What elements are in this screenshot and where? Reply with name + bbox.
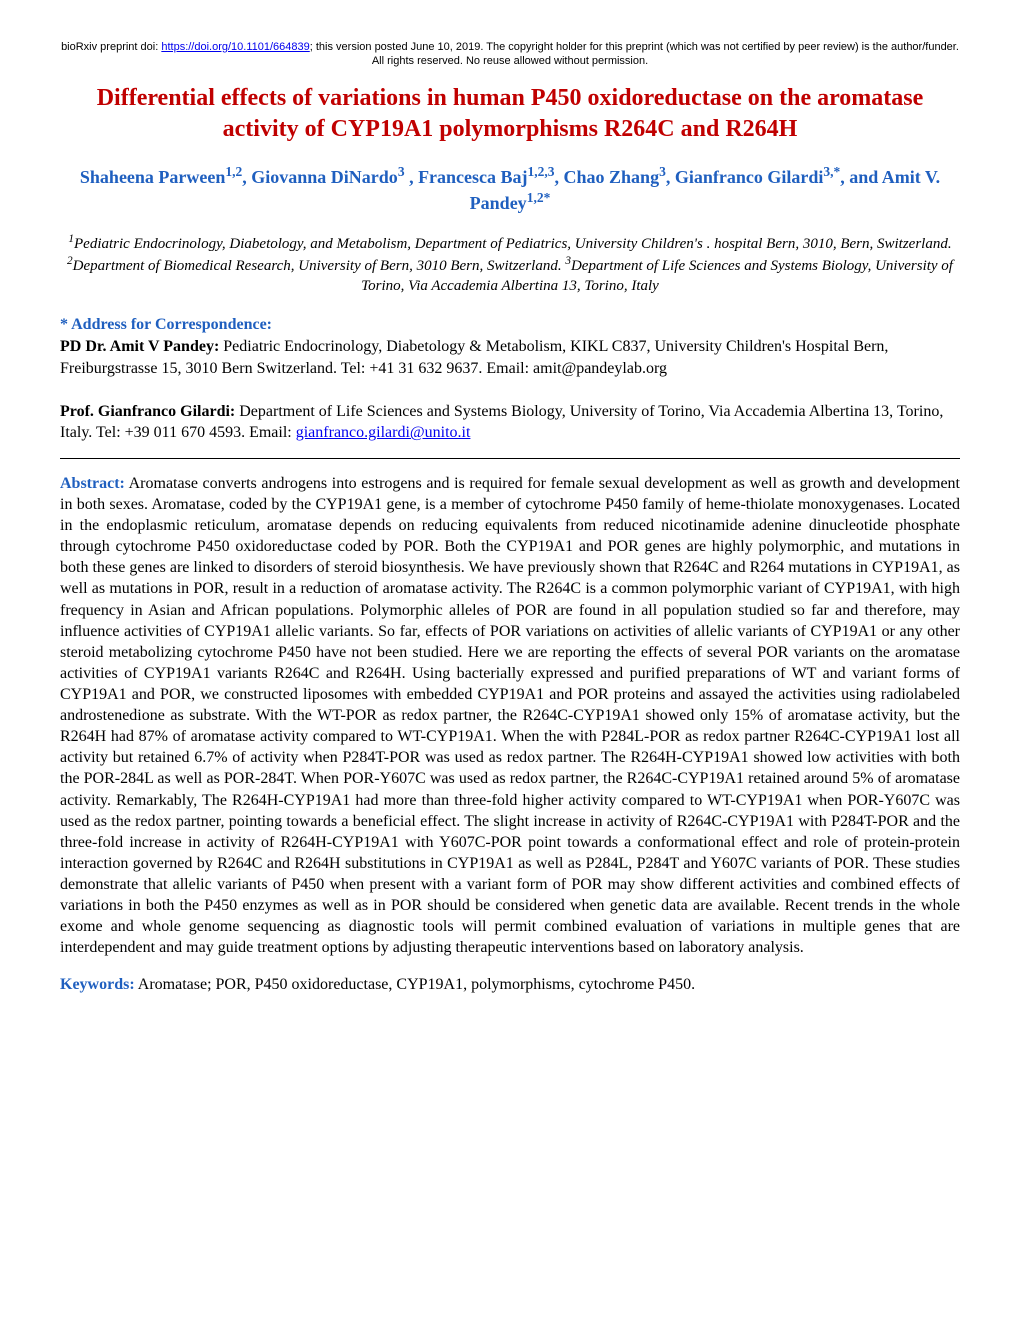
- correspondence-2: Prof. Gianfranco Gilardi: Department of …: [60, 401, 960, 444]
- authors: Shaheena Parween1,2, Giovanna DiNardo3 ,…: [60, 163, 960, 216]
- keywords-text: Aromatase; POR, P450 oxidoreductase, CYP…: [135, 976, 695, 993]
- preprint-doi-link[interactable]: https://doi.org/10.1101/664839: [161, 41, 309, 53]
- correspondence-block: * Address for Correspondence: PD Dr. Ami…: [60, 314, 960, 444]
- keywords-block: Keywords: Aromatase; POR, P450 oxidoredu…: [60, 974, 960, 996]
- paper-title: Differential effects of variations in hu…: [60, 83, 960, 145]
- keywords-label: Keywords:: [60, 976, 135, 993]
- preprint-suffix: ; this version posted June 10, 2019. The…: [310, 41, 959, 67]
- corr2-name: Prof. Gianfranco Gilardi:: [60, 403, 235, 420]
- corr2-email-link[interactable]: gianfranco.gilardi@unito.it: [296, 424, 471, 441]
- correspondence-1: PD Dr. Amit V Pandey: Pediatric Endocrin…: [60, 336, 960, 379]
- preprint-header: bioRxiv preprint doi: https://doi.org/10…: [60, 40, 960, 69]
- separator: [60, 458, 960, 459]
- abstract-label: Abstract:: [60, 475, 125, 492]
- corr1-name: PD Dr. Amit V Pandey:: [60, 338, 219, 355]
- abstract-text: Aromatase converts androgens into estrog…: [60, 475, 960, 956]
- preprint-prefix: bioRxiv preprint doi:: [61, 41, 161, 53]
- correspondence-label: * Address for Correspondence:: [60, 314, 960, 336]
- affiliations: 1Pediatric Endocrinology, Diabetology, a…: [60, 232, 960, 297]
- abstract-block: Abstract: Aromatase converts androgens i…: [60, 473, 960, 959]
